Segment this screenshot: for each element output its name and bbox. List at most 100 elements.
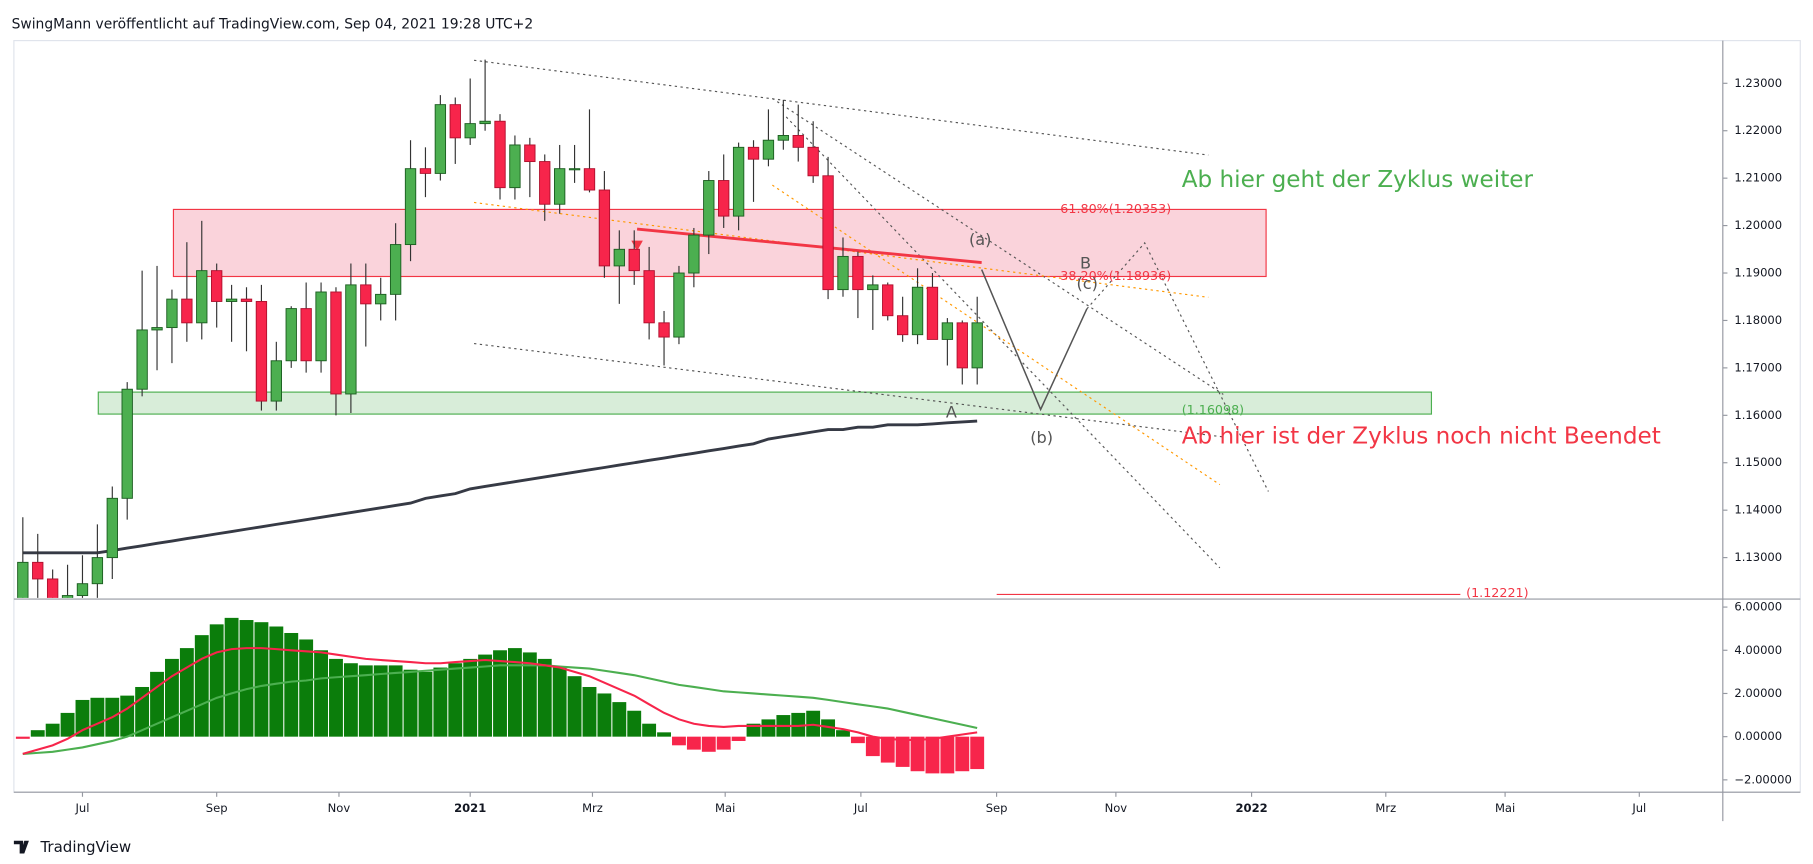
candle-body (941, 322, 954, 340)
candle-body (389, 244, 402, 295)
candle-body (419, 168, 432, 174)
wave-label: A (946, 402, 957, 421)
candle-body (46, 578, 59, 598)
histogram-bar (179, 648, 194, 737)
fib-label: 61.80%(1.20353) (1060, 201, 1171, 216)
candle-body (658, 322, 670, 338)
candle-body (404, 168, 417, 246)
candle-body (151, 327, 163, 331)
resistance-zone (172, 208, 1267, 278)
candle-body (747, 146, 760, 160)
x-tick-label: Mai (715, 801, 735, 815)
candle-body (375, 293, 387, 305)
candle-body (777, 135, 790, 141)
candle-body (225, 298, 238, 302)
x-tick-label: Mrz (1375, 801, 1396, 815)
x-tick-label: Jul (75, 801, 90, 815)
histogram-bar (194, 635, 209, 737)
histogram-bar (925, 736, 940, 774)
histogram-bar (165, 658, 179, 737)
annotation: Ab hier geht der Zyklus weiter (1182, 167, 1534, 193)
candle-body (240, 298, 253, 302)
histogram-bar (358, 665, 373, 737)
histogram-bar (343, 663, 358, 737)
histogram-bar (478, 654, 493, 737)
histogram-bar (30, 730, 45, 737)
histogram-bar (791, 712, 806, 737)
x-tick-label: Nov (1105, 801, 1128, 815)
histogram-bar (239, 620, 254, 737)
y-tick-label: 1.19000 (1734, 266, 1782, 280)
histogram-bar (314, 650, 329, 737)
brand-logo (13, 840, 29, 854)
candle-body (136, 329, 148, 390)
histogram-bar (850, 736, 865, 744)
trend-line (473, 59, 1209, 156)
histogram-bar (299, 639, 314, 737)
histogram-bar (910, 736, 925, 772)
histogram-bar (806, 710, 821, 737)
y-tick-label: 4.00000 (1734, 643, 1782, 657)
candle-body (330, 291, 342, 395)
histogram-bar (403, 669, 418, 737)
candle-body (464, 123, 476, 139)
histogram-bar (865, 736, 880, 757)
histogram-bar (284, 632, 299, 737)
histogram-bar (567, 676, 582, 737)
header-title: SwingMann veröffentlicht auf TradingView… (12, 16, 534, 32)
histogram-bar (642, 723, 657, 737)
wave-label: B (1080, 253, 1091, 272)
histogram-bar (120, 695, 135, 737)
candle-body (732, 146, 745, 217)
candle-body (613, 248, 625, 267)
candle-body (762, 139, 775, 160)
candle-body (270, 360, 282, 402)
candle-body (524, 144, 536, 163)
histogram-bar (821, 719, 836, 737)
candle-body (285, 308, 297, 362)
candle-body (926, 286, 939, 340)
histogram-bar (507, 648, 522, 737)
trend-line (473, 342, 1226, 438)
histogram-bar (418, 671, 433, 737)
candle-body (807, 146, 819, 177)
candle-body (61, 595, 74, 598)
histogram-bar (836, 730, 850, 737)
footer: TradingView (13, 838, 131, 856)
candle-body (76, 583, 89, 597)
moving-average (22, 419, 978, 555)
histogram-bar (537, 658, 552, 737)
y-tick-label: 1.23000 (1734, 76, 1782, 90)
candle-body (553, 168, 566, 205)
histogram-bar (731, 736, 746, 741)
histogram-bar (209, 624, 224, 737)
candle-body (971, 322, 983, 369)
candle-body (121, 388, 133, 499)
candle-body (32, 561, 44, 580)
histogram-bar (448, 663, 463, 737)
histogram-bar (269, 626, 284, 737)
histogram-bar (970, 736, 985, 770)
candle-body (896, 315, 909, 336)
candle-body (106, 497, 118, 559)
candle-body (628, 248, 640, 272)
wave-path (1086, 241, 1269, 492)
level-label: (1.16098) (1182, 402, 1244, 417)
histogram-bar (15, 736, 30, 739)
candle-body (91, 557, 104, 585)
histogram-bar (254, 622, 269, 737)
candle-body (345, 284, 357, 395)
candle-body (583, 168, 596, 191)
histogram-bar (150, 671, 164, 737)
x-tick-label: 2022 (1236, 801, 1268, 815)
candle-body (598, 189, 611, 267)
candle-body (166, 298, 178, 329)
y-tick-label: 1.20000 (1734, 218, 1782, 232)
price-pane (17, 59, 983, 598)
histogram-bar (597, 693, 612, 737)
trend-line (785, 116, 1221, 569)
histogram-bar (224, 617, 239, 737)
candle-body (852, 255, 864, 291)
